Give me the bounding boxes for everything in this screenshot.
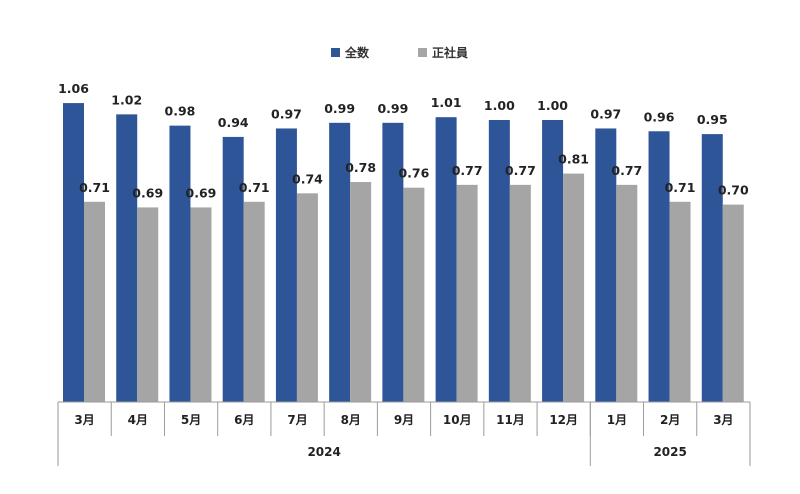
data-label-total-3: 0.94 (218, 115, 249, 130)
bar-regular-7 (456, 184, 478, 402)
year-label-0: 2024 (307, 445, 340, 459)
bar-regular-11 (669, 201, 691, 402)
x-tick-label-6: 9月 (394, 413, 414, 427)
bar-total-9 (542, 120, 564, 402)
bar-regular-5 (350, 182, 372, 402)
data-label-total-4: 0.97 (271, 106, 302, 121)
x-tick-label-4: 7月 (287, 413, 307, 427)
data-label-regular-10: 0.77 (611, 163, 642, 178)
bar-total-1 (116, 114, 138, 403)
data-label-regular-2: 0.69 (186, 185, 217, 200)
bar-total-12 (701, 134, 723, 402)
bar-regular-1 (137, 207, 159, 402)
data-label-regular-4: 0.74 (292, 171, 323, 186)
data-label-total-1: 1.02 (111, 92, 142, 107)
data-label-regular-11: 0.71 (665, 180, 696, 195)
data-label-total-0: 1.06 (58, 81, 89, 96)
x-tick-label-10: 1月 (607, 413, 627, 427)
data-label-regular-3: 0.71 (239, 180, 270, 195)
year-label-1: 2025 (653, 445, 686, 459)
data-label-total-6: 0.99 (377, 101, 408, 116)
bar-total-6 (382, 122, 404, 402)
bar-total-5 (329, 122, 351, 402)
bar-total-11 (648, 131, 670, 402)
data-label-regular-8: 0.77 (505, 163, 536, 178)
bar-regular-6 (403, 187, 425, 402)
data-label-regular-7: 0.77 (452, 163, 483, 178)
data-label-regular-0: 0.71 (79, 180, 110, 195)
data-label-total-9: 1.00 (537, 98, 568, 113)
x-tick-label-3: 6月 (234, 413, 254, 427)
bar-regular-2 (190, 207, 212, 402)
legend-label-regular: 正社員 (432, 46, 469, 60)
bar-regular-0 (84, 201, 105, 402)
x-tick-label-2: 5月 (181, 413, 201, 427)
x-tick-label-1: 4月 (128, 413, 148, 427)
bar-total-7 (435, 117, 457, 403)
data-label-total-7: 1.01 (431, 95, 462, 110)
bar-total-4 (275, 128, 297, 402)
bar-total-2 (169, 125, 191, 402)
bar-total-8 (488, 120, 510, 402)
bar-regular-4 (296, 193, 318, 402)
data-label-total-5: 0.99 (324, 101, 355, 116)
data-label-regular-12: 0.70 (718, 183, 749, 198)
x-tick-label-8: 11月 (496, 413, 525, 427)
data-label-total-2: 0.98 (165, 104, 196, 119)
data-label-regular-6: 0.76 (398, 166, 429, 181)
bar-total-3 (222, 136, 244, 403)
data-label-regular-9: 0.81 (558, 152, 589, 167)
bar-regular-10 (616, 184, 638, 402)
legend-item-regular: 正社員 (418, 44, 468, 61)
bar-total-10 (595, 128, 617, 402)
bar-regular-12 (722, 204, 744, 402)
data-label-total-11: 0.96 (644, 109, 675, 124)
bar-regular-3 (243, 201, 265, 402)
legend-label-total: 全数 (345, 46, 370, 60)
legend-swatch-total (331, 48, 340, 57)
legend-swatch-regular (418, 48, 427, 57)
bar-regular-8 (509, 184, 531, 402)
x-tick-label-11: 2月 (660, 413, 680, 427)
bar-regular-9 (563, 173, 585, 402)
data-label-regular-1: 0.69 (132, 185, 163, 200)
legend: 全数 正社員 (0, 44, 800, 62)
data-label-total-8: 1.00 (484, 98, 515, 113)
bar-total-0 (63, 103, 84, 402)
x-tick-label-0: 3月 (74, 413, 94, 427)
x-tick-label-12: 3月 (713, 413, 733, 427)
x-tick-label-9: 12月 (549, 413, 578, 427)
legend-item-total: 全数 (331, 44, 369, 61)
data-label-regular-5: 0.78 (345, 160, 376, 175)
x-tick-label-7: 10月 (443, 413, 472, 427)
data-label-total-12: 0.95 (697, 112, 728, 127)
x-tick-label-5: 8月 (341, 413, 361, 427)
data-label-total-10: 0.97 (590, 106, 621, 121)
